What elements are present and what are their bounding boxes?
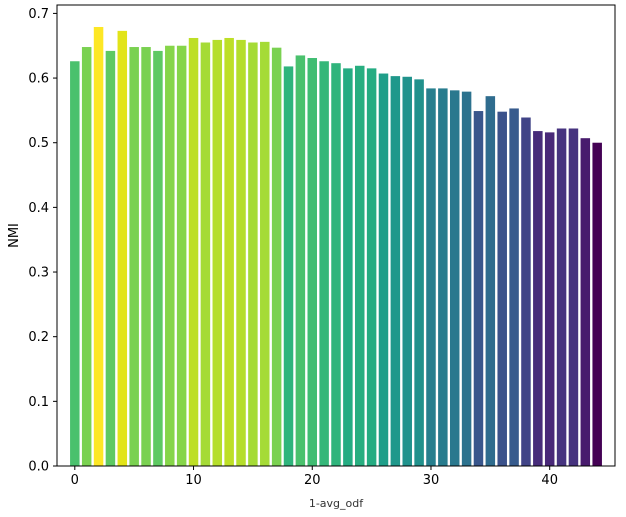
bar-36 xyxy=(497,111,507,466)
bar-6 xyxy=(141,47,151,467)
bar-10 xyxy=(188,37,199,466)
bar-35 xyxy=(485,96,496,466)
bar-9 xyxy=(176,45,187,466)
bar-37 xyxy=(509,108,519,467)
bar-27 xyxy=(390,76,401,467)
bar-30 xyxy=(426,88,436,466)
y-axis-ticks: 0.0 0.1 0.2 0.3 0.4 0.5 0.6 0.7 xyxy=(28,7,57,475)
bar-3 xyxy=(105,50,116,466)
bar-17 xyxy=(271,47,282,466)
x-tick-label: 20 xyxy=(304,473,321,488)
y-tick-label: 0.3 xyxy=(28,266,49,281)
bar-21 xyxy=(319,61,329,467)
bar-18 xyxy=(283,66,294,467)
x-tick-label: 40 xyxy=(541,473,558,488)
x-tick-label: 30 xyxy=(423,473,440,488)
y-tick-label: 0.6 xyxy=(28,72,49,87)
bar-12 xyxy=(212,39,223,466)
bar-16 xyxy=(260,41,270,467)
y-tick-label: 0.0 xyxy=(28,460,49,475)
bar-0 xyxy=(70,61,80,467)
y-axis-label: NMI xyxy=(7,223,22,248)
y-tick-label: 0.7 xyxy=(28,7,49,22)
bar-11 xyxy=(200,42,211,466)
x-tick-label: 10 xyxy=(185,473,202,488)
axes-frame xyxy=(56,4,616,467)
bar-33 xyxy=(461,91,472,466)
bar-5 xyxy=(129,47,139,467)
bar-41 xyxy=(556,128,567,466)
bar-32 xyxy=(449,90,460,466)
bar-7 xyxy=(153,50,163,466)
bar-34 xyxy=(473,111,484,466)
bars-group xyxy=(70,26,602,467)
bar-22 xyxy=(331,63,341,467)
bar-44 xyxy=(592,142,602,467)
bar-39 xyxy=(533,131,543,466)
bar-13 xyxy=(224,37,234,466)
y-tick-label: 0.1 xyxy=(28,395,49,410)
bar-29 xyxy=(414,79,424,467)
x-axis-ticks: 0 10 20 30 40 xyxy=(71,466,558,488)
y-tick-label: 0.2 xyxy=(28,330,49,345)
bar-19 xyxy=(295,55,306,466)
x-tick-label: 0 xyxy=(71,473,79,488)
bar-8 xyxy=(165,45,175,466)
bar-4 xyxy=(117,30,128,467)
bar-15 xyxy=(248,42,258,466)
bar-28 xyxy=(402,76,412,466)
bar-43 xyxy=(580,138,591,466)
bar-25 xyxy=(366,68,377,466)
y-tick-label: 0.5 xyxy=(28,136,49,151)
bar-31 xyxy=(438,88,448,466)
bar-38 xyxy=(521,117,531,466)
bar-26 xyxy=(378,73,389,466)
bar-20 xyxy=(307,58,318,466)
bar-2 xyxy=(93,26,104,467)
bar-40 xyxy=(544,132,555,466)
bar-42 xyxy=(568,128,579,466)
x-axis-label: 1-avg_odf xyxy=(309,497,364,510)
bar-23 xyxy=(343,68,353,466)
y-tick-label: 0.4 xyxy=(28,201,49,216)
bar-24 xyxy=(354,65,365,466)
bar-1 xyxy=(81,47,92,467)
bar-14 xyxy=(236,39,246,466)
